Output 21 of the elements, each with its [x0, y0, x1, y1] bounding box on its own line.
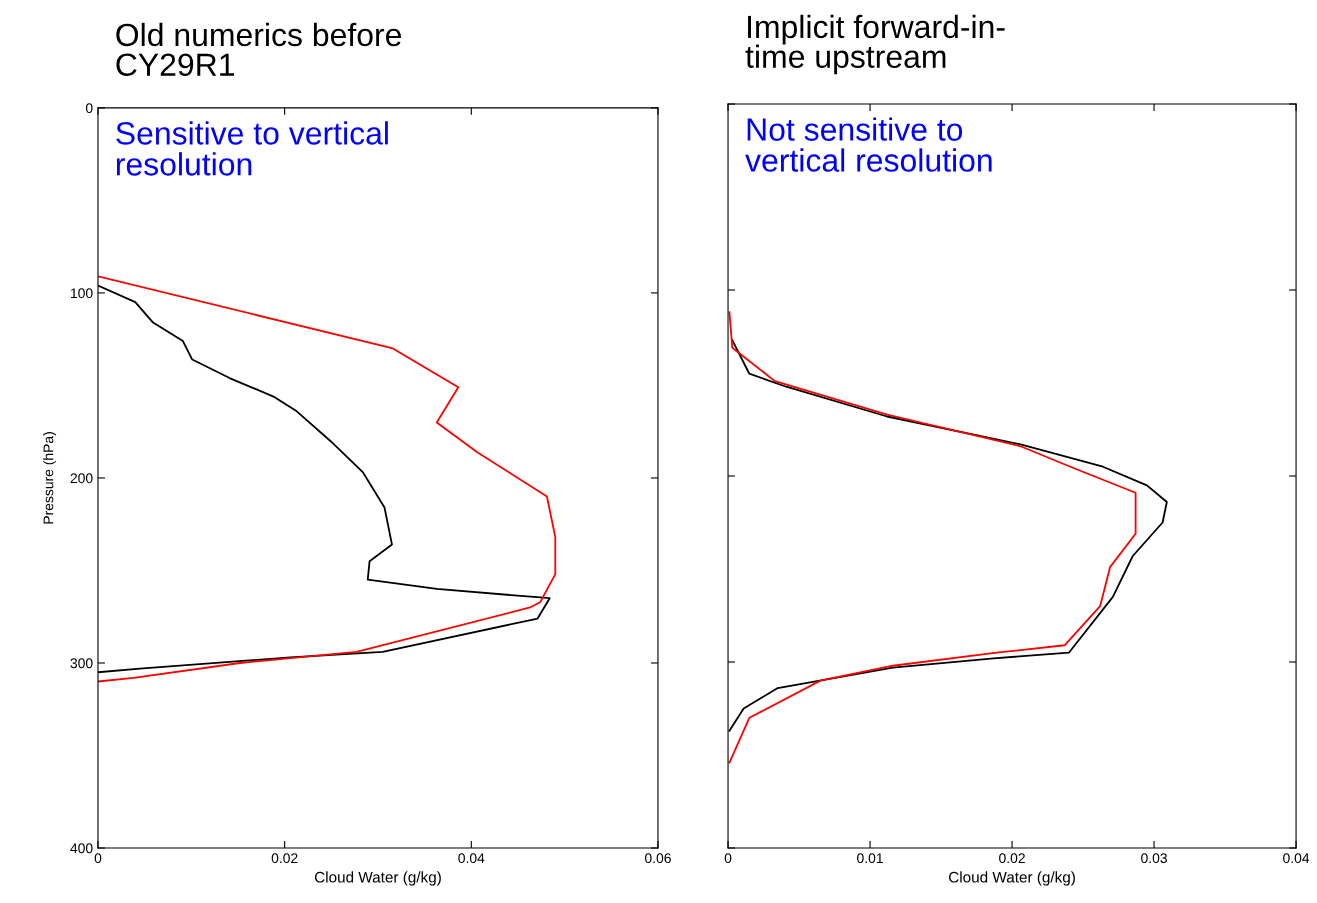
- x-tick-label: 0.03: [1141, 853, 1167, 864]
- x-tick-label: 0: [724, 853, 732, 864]
- chart-title: Implicit forward-in- time upstream: [745, 14, 1005, 75]
- y-axis-title: Pressure (hPa): [43, 432, 57, 524]
- y-tick-label: 0: [85, 103, 93, 114]
- text: Sensitive to vertical resolution: [116, 121, 388, 176]
- text: Not sensitive to vertical resolution: [745, 117, 992, 172]
- x-tick-label: 0.02: [999, 853, 1025, 864]
- x-tick-label: 0.04: [458, 853, 485, 864]
- x-tick-label: 0.06: [645, 853, 671, 864]
- x-axis-title: Cloud Water (g/kg): [314, 871, 441, 886]
- x-tick-label: 0: [94, 853, 102, 864]
- x-tick-label: 0.01: [857, 853, 883, 864]
- x-tick-label: 0.04: [1283, 853, 1310, 864]
- y-tick-label: 400: [70, 843, 93, 854]
- chart-title: Old numerics before CY29R1: [116, 22, 401, 77]
- y-tick-label: 300: [70, 658, 93, 669]
- x-tick-label: 0.02: [271, 853, 298, 864]
- y-tick-label: 100: [71, 288, 93, 299]
- y-tick-label: 200: [70, 473, 93, 484]
- x-axis-title: Cloud Water (g/kg): [949, 871, 1075, 886]
